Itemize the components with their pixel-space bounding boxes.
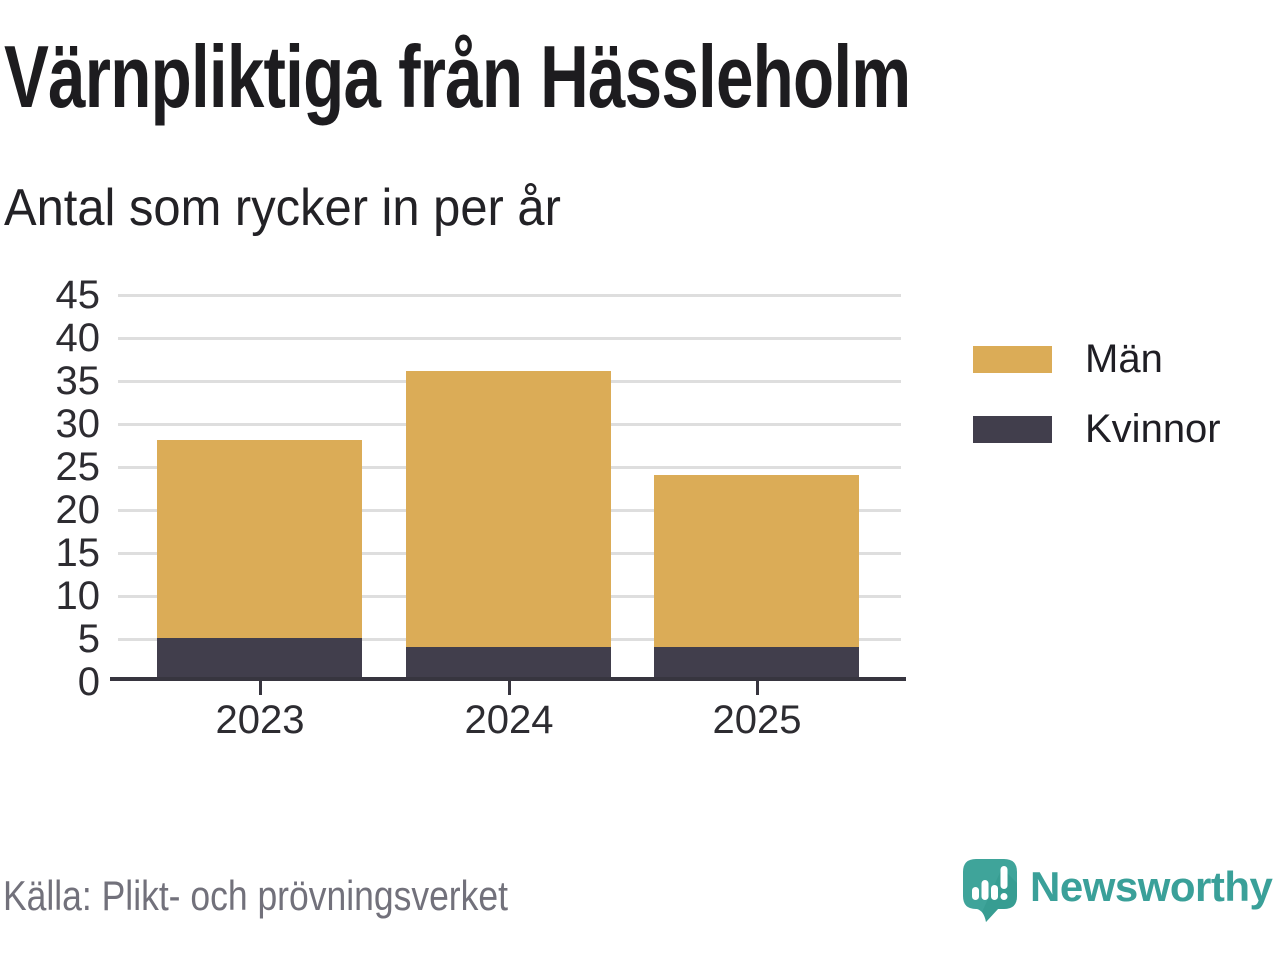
legend-swatch-män: [973, 345, 1052, 373]
y-axis-label: 45: [55, 273, 101, 317]
y-axis-label: 5: [77, 617, 100, 661]
y-axis-label: 0: [77, 660, 100, 704]
y-axis-label: 35: [55, 359, 101, 403]
newsworthy-wordmark: Newsworthy: [1030, 863, 1273, 910]
bar-2024: [406, 0, 611, 681]
legend-swatch-kvinnor: [973, 415, 1052, 443]
bar-2025: [654, 0, 859, 681]
bar-segment-män-2025: [654, 474, 859, 647]
x-tick-2025: [756, 681, 759, 695]
bar-segment-män-2023: [157, 440, 362, 638]
legend: Män Kvinnor: [973, 339, 1221, 479]
newsworthy-logo: Newsworthy: [962, 858, 1273, 924]
y-axis-label: 40: [55, 316, 101, 360]
gridline-40: [118, 337, 901, 340]
source-text: Källa: Plikt- och prövningsverket: [3, 872, 508, 919]
x-tick-2024: [508, 681, 511, 695]
legend-item-kvinnor: Kvinnor: [973, 409, 1221, 449]
legend-label: Kvinnor: [1085, 407, 1221, 451]
bar-segment-kvinnor-2025: [654, 646, 859, 681]
x-axis-label: 2025: [712, 698, 802, 742]
bar-segment-män-2024: [406, 371, 611, 647]
y-axis-label: 15: [55, 531, 101, 575]
bar-segment-kvinnor-2023: [157, 638, 362, 681]
y-axis-label: 25: [55, 445, 101, 489]
y-axis-label: 30: [55, 402, 101, 446]
x-axis-line: [110, 677, 906, 681]
x-axis-label: 2023: [215, 698, 305, 742]
x-tick-2023: [259, 681, 262, 695]
y-axis-label: 10: [55, 574, 101, 618]
legend-item-män: Män: [973, 339, 1221, 379]
chart-title: Värnpliktiga från Hässleholm: [4, 27, 911, 126]
bar-2023: [157, 0, 362, 681]
bar-segment-kvinnor-2024: [406, 646, 611, 681]
gridline-45: [118, 294, 901, 297]
chart-subtitle: Antal som rycker in per år: [4, 179, 561, 237]
legend-label: Män: [1085, 337, 1163, 381]
newsworthy-logo-icon: [963, 859, 1017, 922]
y-axis-label: 20: [55, 488, 101, 532]
x-axis-label: 2024: [464, 698, 554, 742]
